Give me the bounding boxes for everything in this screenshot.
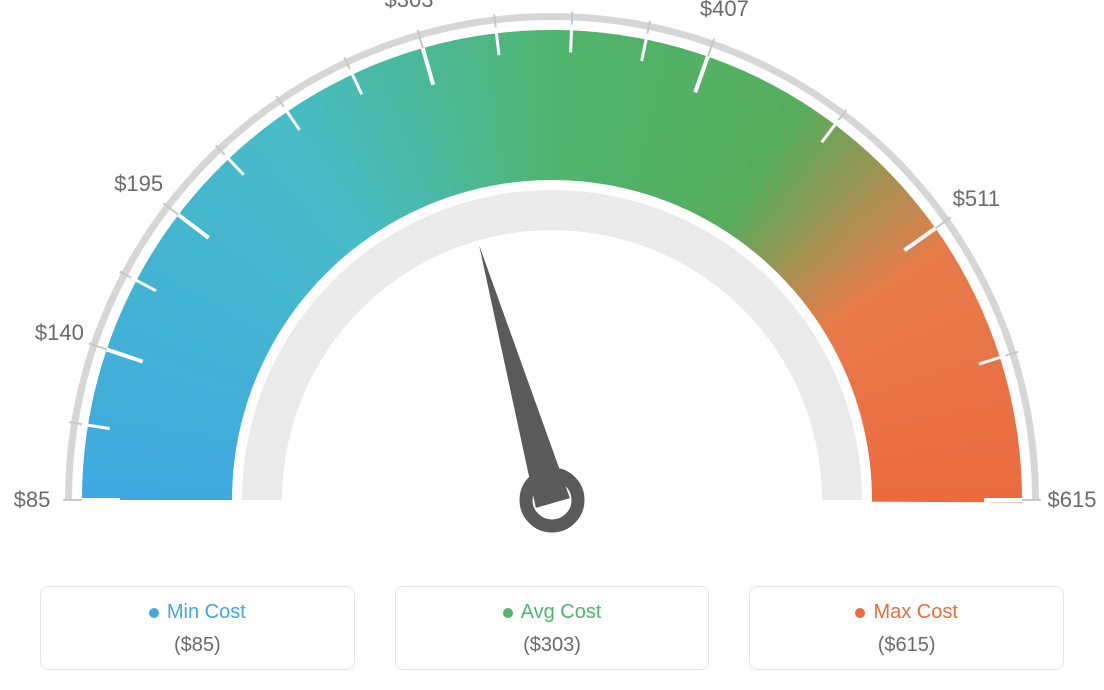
cost-gauge-chart: $85 $140 $195 $303 $407 $511 $615 Min Cost ($85… — [0, 0, 1104, 690]
legend-title: Max Cost — [855, 601, 957, 624]
legend-dot — [149, 608, 159, 618]
legend-card-min: Min Cost ($85) — [40, 586, 355, 670]
tick-arc — [571, 30, 572, 52]
legend-dot — [503, 608, 513, 618]
legend-value: ($303) — [406, 634, 699, 657]
tick-label: $303 — [385, 0, 434, 13]
legend-title: Avg Cost — [503, 601, 602, 624]
tick-track — [572, 11, 573, 24]
gauge-svg — [0, 0, 1104, 560]
legend-title: Min Cost — [149, 601, 246, 624]
gauge-area: $85 $140 $195 $303 $407 $511 $615 — [0, 0, 1104, 560]
legend-value: ($85) — [51, 634, 344, 657]
tick-label: $615 — [1048, 487, 1097, 513]
legend-title-label: Avg Cost — [521, 601, 602, 624]
legend-title-label: Max Cost — [873, 601, 957, 624]
legend-row: Min Cost ($85) Avg Cost ($303) Max Cost ($615… — [0, 586, 1104, 670]
tick-label: $511 — [953, 186, 1000, 212]
legend-card-avg: Avg Cost ($303) — [395, 586, 710, 670]
tick-label: $140 — [35, 320, 84, 346]
legend-value: ($615) — [760, 634, 1053, 657]
color-arc — [82, 30, 1022, 502]
tick-label: $407 — [700, 0, 749, 22]
legend-card-max: Max Cost ($615) — [749, 586, 1064, 670]
tick-label: $195 — [114, 171, 163, 197]
legend-title-label: Min Cost — [167, 601, 246, 624]
tick-label: $85 — [14, 487, 51, 513]
legend-dot — [855, 608, 865, 618]
